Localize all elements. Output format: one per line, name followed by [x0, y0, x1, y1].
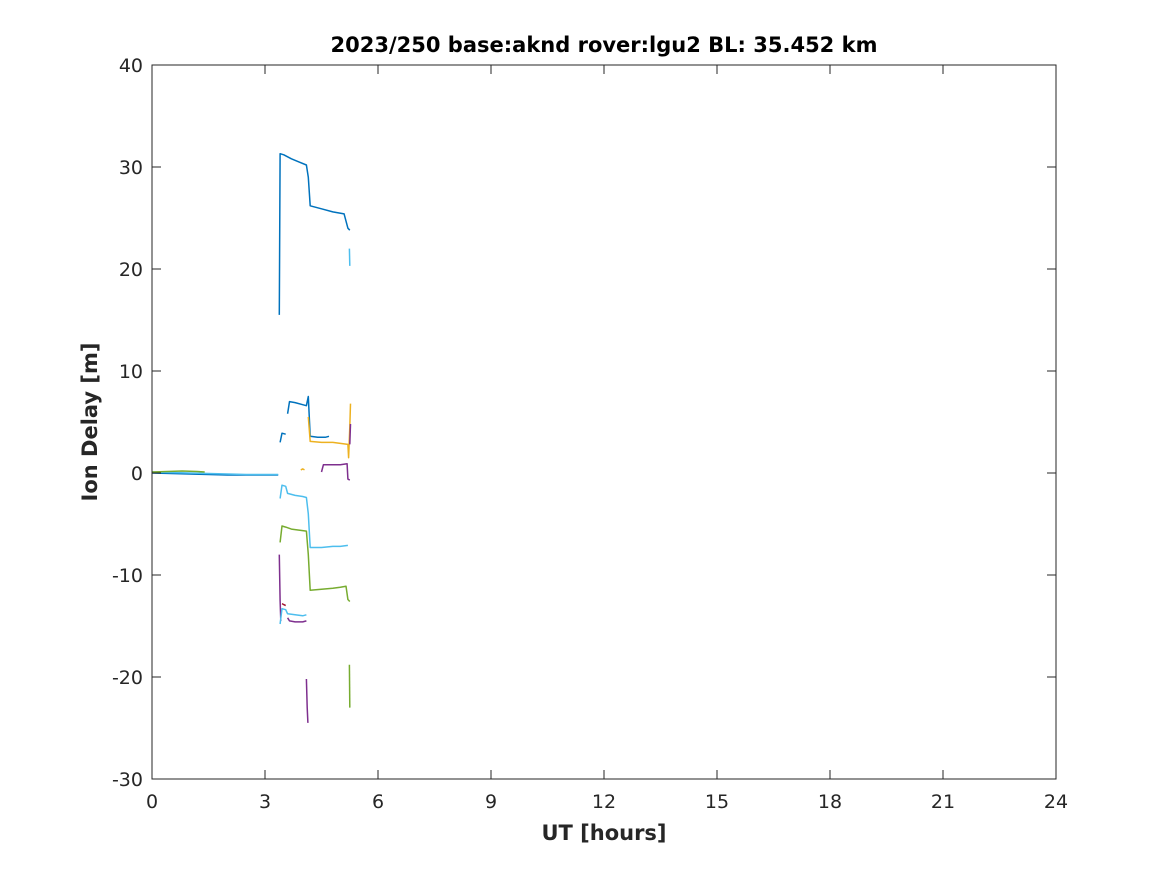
plot-frame [151, 64, 1057, 780]
x-tick-label: 0 [146, 791, 158, 813]
series-line-2 [151, 470, 205, 473]
y-tick-label: -30 [112, 769, 143, 791]
series-line-1 [151, 471, 279, 476]
series-line-13 [278, 554, 282, 621]
x-tick-label: 3 [259, 791, 271, 813]
series-line-5 [279, 432, 286, 443]
y-axis-title: Ion Delay [m] [78, 343, 102, 502]
series-line-16 [286, 617, 307, 623]
x-axis-title: UT [hours] [541, 821, 666, 845]
series-line-9 [320, 463, 351, 481]
x-tick-label: 6 [372, 791, 384, 813]
series-line-3 [278, 152, 351, 315]
y-tick-label: 20 [119, 259, 143, 281]
series-line-10 [349, 423, 352, 445]
series-line-15 [281, 602, 287, 607]
y-tick-label: -10 [112, 565, 143, 587]
series-line-12 [279, 525, 351, 603]
x-tick-label: 9 [485, 791, 497, 813]
series-line-8 [300, 468, 305, 471]
y-tick-label: 40 [119, 55, 143, 77]
y-tick-label: 0 [131, 463, 143, 485]
plot-area [152, 65, 1056, 779]
x-tick-label: 12 [592, 791, 616, 813]
series-line-11 [279, 484, 348, 549]
chart-title: 2023/250 base:aknd rover:lgu2 BL: 35.452… [331, 33, 878, 57]
x-tick-label: 24 [1044, 791, 1068, 813]
series-line-14 [279, 607, 307, 625]
series-line-17 [305, 678, 309, 723]
x-tick-label: 21 [931, 791, 955, 813]
x-tick-label: 18 [818, 791, 842, 813]
series-layer [151, 152, 352, 723]
y-tick-label: 10 [119, 361, 143, 383]
y-tick-label: 30 [119, 157, 143, 179]
y-tick-label: -20 [112, 667, 143, 689]
series-line-6 [286, 395, 330, 439]
x-tick-label: 15 [705, 791, 729, 813]
